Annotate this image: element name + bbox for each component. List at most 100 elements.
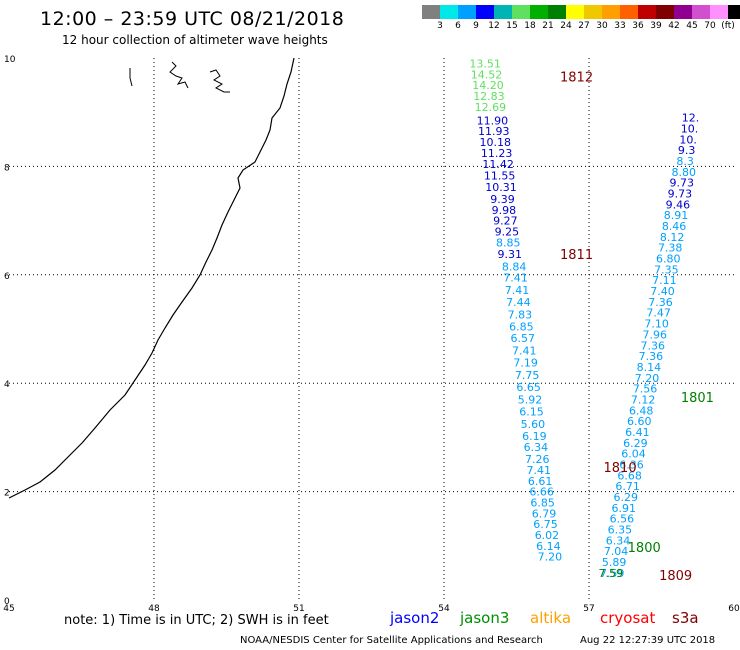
axis-tick-labels: 45 48 51 54 57 60 0 2 4 6 8 10	[3, 55, 740, 614]
satellite-name-jason2: jason2	[390, 609, 440, 627]
island-1	[129, 68, 133, 87]
wave-height-value: 13.51	[469, 57, 501, 70]
wave-height-value: 7.11	[652, 274, 677, 287]
wave-height-value: 6.19	[522, 430, 547, 443]
altimeter-tracks: 13.5114.5214.2012.8312.6911.9011.9310.18…	[469, 57, 714, 584]
wave-height-value: 11.55	[484, 170, 516, 183]
wave-height-value: 6.56	[610, 513, 635, 526]
legend-swatch	[674, 5, 692, 19]
wave-height-value: 6.29	[613, 491, 638, 504]
wave-height-value: 12.83	[473, 90, 505, 103]
wave-height-value: 8.14	[637, 361, 662, 374]
legend-swatch	[566, 5, 584, 19]
legend-label: 12	[488, 21, 500, 31]
wave-height-value: 7.04	[604, 545, 629, 558]
pass-time-label: 1810	[604, 461, 637, 476]
island-3	[209, 69, 230, 93]
wave-height-value: 10.18	[479, 136, 511, 149]
color-legend-labels: 3 6 9 12 15 18 21 24 27 30 33 36 39 42 45 70 (ft)	[422, 21, 737, 31]
legend-label: 36	[632, 21, 644, 31]
wave-height-value: 7.41	[512, 345, 537, 358]
wave-height-value: 8.12	[660, 231, 685, 244]
wave-height-value: 11.23	[481, 147, 513, 160]
map-subtitle: 12 hour collection of altimeter wave hei…	[62, 33, 328, 47]
legend-swatch	[728, 5, 740, 19]
wave-height-value: 7.40	[650, 285, 675, 298]
wave-height-value: 7.19	[513, 357, 538, 370]
legend-swatch	[476, 5, 494, 19]
wave-height-value: 8.46	[662, 220, 687, 233]
wave-height-value: 6.57	[511, 332, 536, 345]
wave-height-value: 6.85	[509, 320, 534, 333]
wave-height-value: 6.61	[528, 475, 553, 488]
legend-label: 3	[437, 21, 443, 31]
legend-label: 6	[455, 21, 461, 31]
wave-height-value: 8.85	[496, 236, 521, 249]
wave-height-value: 6.60	[627, 415, 652, 428]
legend-swatch	[656, 5, 674, 19]
legend-label: 15	[506, 21, 518, 31]
wave-height-value: 9.3	[678, 144, 696, 157]
wave-height-value: 9.46	[666, 198, 691, 211]
x-tick-label: 57	[583, 604, 594, 614]
wave-height-value: 7.96	[642, 328, 667, 341]
wave-height-value: 6.80	[656, 253, 681, 266]
satellite-name-cryosat: cryosat	[600, 609, 656, 627]
wave-height-value: 12.69	[475, 101, 507, 114]
wave-height-value: 6.14	[536, 540, 561, 553]
x-tick-label: 60	[728, 604, 740, 614]
wave-height-value: 7.83	[508, 308, 533, 321]
island-2	[169, 61, 189, 89]
wave-height-value: 8.84	[502, 261, 527, 274]
wave-height-value: 7.47	[646, 307, 671, 320]
wave-height-value: 10.31	[485, 181, 517, 194]
pass-time-label: 1800	[628, 541, 661, 556]
wave-height-value: 5.60	[521, 418, 546, 431]
wave-height-value: 8.91	[664, 209, 689, 222]
pass-time-label: 1809	[659, 569, 692, 584]
satellite-name-jason3: jason3	[460, 609, 510, 627]
timestamp: Aug 22 12:27:39 UTC 2018	[580, 635, 716, 646]
legend-label: 27	[578, 21, 590, 31]
x-tick-label: 48	[148, 604, 160, 614]
wave-height-value: 9.25	[495, 225, 520, 238]
wave-height-value: 7.41	[505, 284, 530, 297]
y-tick-label: 8	[4, 163, 10, 173]
legend-swatch	[638, 5, 656, 19]
wave-height-value: 7.20	[635, 372, 660, 385]
y-tick-label: 2	[4, 489, 10, 499]
legend-label: 42	[668, 21, 680, 31]
wave-height-value: 7.10	[644, 318, 669, 331]
wave-height-value: 6.66	[529, 486, 554, 499]
legend-swatch	[458, 5, 476, 19]
legend-label: 30	[596, 21, 608, 31]
wave-height-value: 7.36	[648, 296, 673, 309]
legend-swatch	[494, 5, 512, 19]
wave-height-value: 10.	[681, 122, 699, 135]
y-tick-label: 4	[4, 380, 10, 390]
wave-height-value: 7.56	[633, 383, 658, 396]
y-tick-label: 6	[4, 272, 10, 282]
wave-height-value: 7.38	[658, 242, 683, 255]
legend-swatch	[584, 5, 602, 19]
wave-height-value: 9.31	[497, 248, 522, 261]
grid-lines	[9, 58, 734, 600]
wave-height-value: 9.73	[668, 188, 693, 201]
legend-swatch	[692, 5, 710, 19]
wave-height-value: 7.12	[631, 393, 656, 406]
color-legend	[422, 5, 740, 19]
wave-height-value: 7.41	[503, 272, 528, 285]
wave-height-value: 6.71	[615, 480, 640, 493]
wave-height-value: 6.65	[516, 381, 541, 394]
wave-height-value: 6.34	[524, 441, 549, 454]
wave-height-value: 6.35	[608, 524, 633, 537]
wave-height-value: 11.90	[477, 114, 509, 127]
wave-height-value: 5.92	[518, 393, 543, 406]
wave-height-value: 6.36	[619, 459, 644, 472]
wave-height-value: 6.04	[621, 448, 646, 461]
wave-height-value: 12.	[682, 112, 700, 125]
wave-height-value: 6.85	[530, 496, 555, 509]
wave-height-value: 6.48	[629, 404, 654, 417]
